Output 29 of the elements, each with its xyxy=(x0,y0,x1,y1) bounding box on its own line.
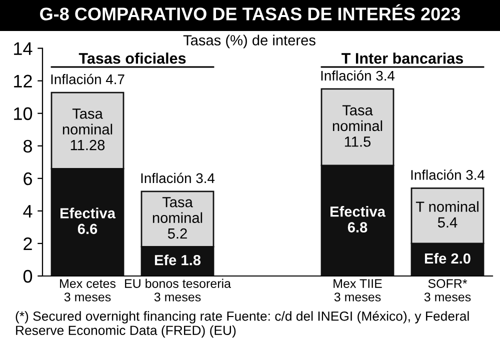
y-tick-label: 12 xyxy=(14,74,32,88)
annotation: Inflación 4.7 xyxy=(51,74,124,84)
chart-title: G-8 COMPARATIVO DE TASAS DE INTERÉS 2023 xyxy=(40,4,460,20)
data-label: Efe 1.8 xyxy=(154,254,201,266)
data-label: Efectiva 6.8 xyxy=(330,206,386,232)
text: (*) Secured overnight financing rate Fuente: c/d del INEGI (México), y Federal Reserve Economic Data (FRED) (EU) xyxy=(16,310,469,338)
y-tick-label: 14 xyxy=(14,42,32,55)
annotation: T Inter bancarias xyxy=(342,52,464,64)
y-tick-label: 4 xyxy=(23,205,32,218)
data-label: Tasa nominal 5.2 xyxy=(152,197,202,239)
x-tick-label: Mex cetes 3 meses xyxy=(60,279,116,302)
y-tick-label: 6 xyxy=(24,172,32,186)
x-tick-label: EU bonos tesoreria 3 meses xyxy=(125,278,232,302)
y-tick-label: 2 xyxy=(24,237,32,250)
data-label: Tasa nominal 11.5 xyxy=(332,105,382,147)
data-label: Efe 2.0 xyxy=(424,252,470,264)
y-tick-label: 0 xyxy=(23,270,32,283)
annotation: Inflación 3.4 xyxy=(141,172,215,184)
y-axis-title: Tasas (%) de interes xyxy=(183,34,316,48)
annotation: Inflación 3.4 xyxy=(411,170,485,180)
annotation: Inflación 3.4 xyxy=(321,70,395,81)
y-tick-label: 8 xyxy=(24,140,32,153)
x-tick-label: SOFR* 3 meses xyxy=(424,279,471,302)
annotation: Tasas oficiales xyxy=(78,52,186,64)
data-label: Efectiva 6.6 xyxy=(60,208,116,234)
x-tick-label: Mex TIIE 3 meses xyxy=(334,279,382,302)
data-label: T nominal 5.4 xyxy=(416,201,478,228)
y-tick-label: 10 xyxy=(14,107,32,120)
data-label: Tasa nominal 11.28 xyxy=(62,108,112,150)
